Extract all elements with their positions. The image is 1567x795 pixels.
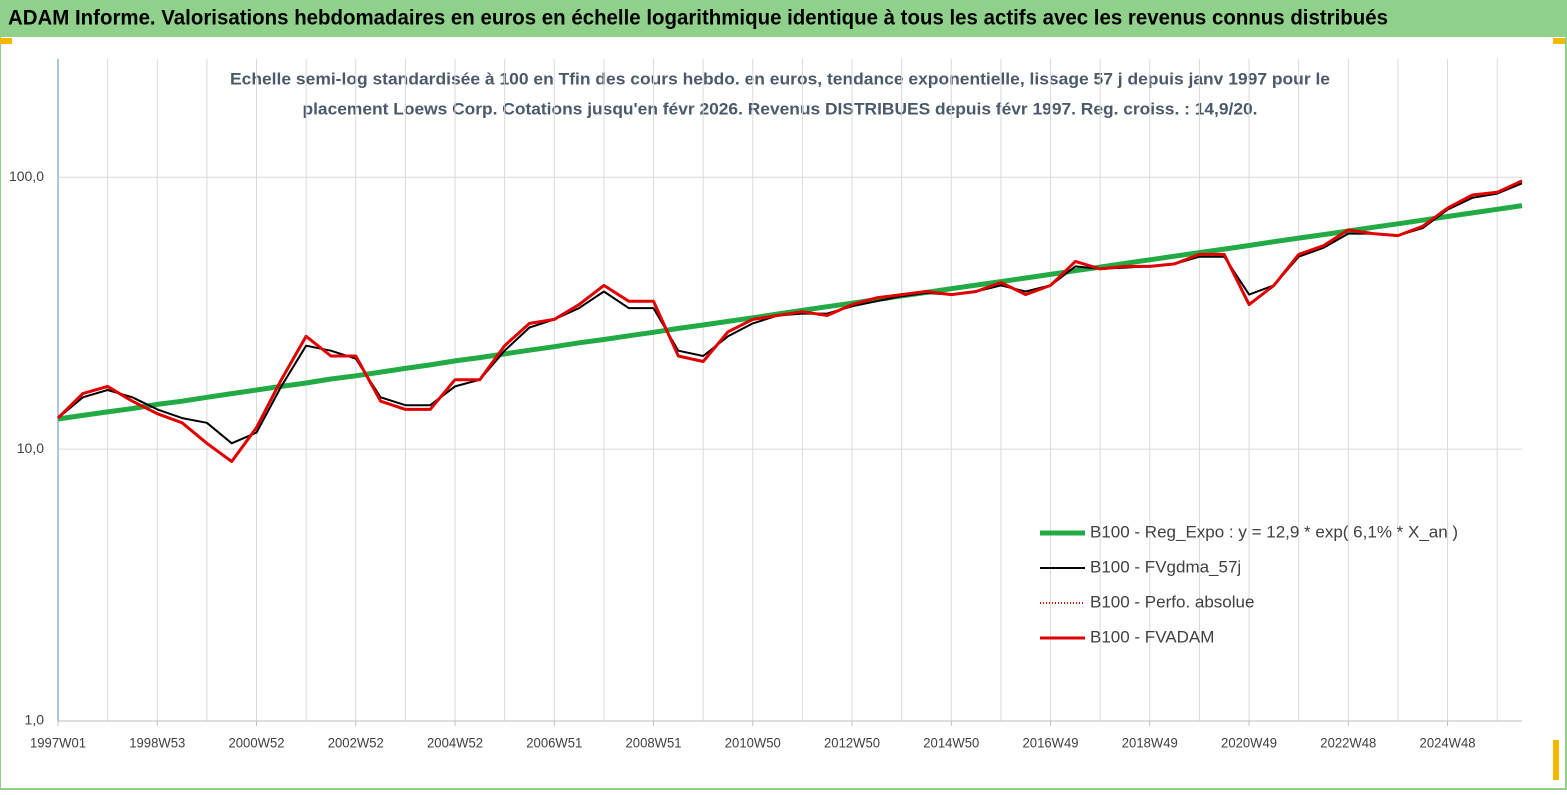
header-title: ADAM Informe. Valorisations hebdomadaire… — [8, 7, 1388, 30]
x-tick-label: 2012W50 — [824, 735, 880, 751]
corner — [1553, 740, 1559, 780]
chart-subtitle: placement Loews Corp. Cotations jusqu'en… — [303, 99, 1258, 118]
x-tick-label: 2016W49 — [1023, 735, 1079, 751]
y-tick-label: 1,0 — [25, 712, 45, 728]
x-tick-label: 2000W52 — [229, 735, 285, 751]
x-tick-label: 2024W48 — [1420, 735, 1476, 751]
frame — [0, 35, 1567, 790]
x-tick-label: 1997W01 — [30, 735, 86, 751]
y-tick-label: 100,0 — [9, 168, 44, 184]
x-tick-label: 2014W50 — [923, 735, 979, 751]
x-tick-label: 2008W51 — [626, 735, 682, 751]
chart-subtitle: Echelle semi-log standardisée à 100 en T… — [230, 69, 1330, 88]
series-line — [56, 179, 1523, 463]
legend-label: B100 - FVgdma_57j — [1090, 557, 1241, 576]
x-tick-label: 2006W51 — [526, 735, 582, 751]
legend-label: B100 - FVADAM — [1090, 627, 1214, 646]
header-bar — [0, 0, 1567, 36]
corner — [0, 38, 12, 44]
x-tick-label: 2010W50 — [725, 735, 781, 751]
legend-label: B100 - Reg_Expo : y = 12,9 * exp( 6,1% *… — [1090, 522, 1458, 541]
x-tick-label: 2018W49 — [1122, 735, 1178, 751]
x-tick-label: 1998W53 — [129, 735, 185, 751]
x-tick-label: 2002W52 — [328, 735, 384, 751]
legend-label: B100 - Perfo. absolue — [1090, 592, 1254, 611]
corner — [1553, 38, 1565, 44]
x-tick-label: 2004W52 — [427, 735, 483, 751]
x-tick-label: 2022W48 — [1320, 735, 1376, 751]
y-tick-label: 10,0 — [17, 440, 44, 456]
x-tick-label: 2020W49 — [1221, 735, 1277, 751]
